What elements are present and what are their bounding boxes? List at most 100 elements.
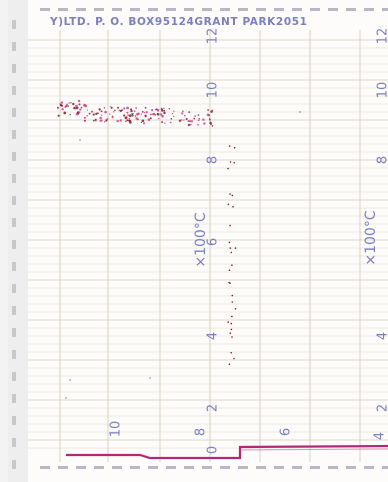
trace-dot [157,109,160,112]
edge-dash [94,8,104,11]
trace-dot [133,113,134,114]
trace-dot [125,121,126,122]
trace-dot [79,103,81,105]
trace-dot [76,107,79,110]
edge-dash [328,8,338,11]
trace-dot [235,308,237,310]
trace-dot [148,118,151,121]
trace-dot [170,122,172,124]
edge-dash [12,130,16,139]
trace-dot [149,377,151,379]
scale-label: 2 [376,404,388,412]
trace-dot [164,122,165,123]
scale-label: 4 [206,332,221,340]
time-label: 8 [194,428,209,436]
trace-dot [99,108,101,110]
edge-dash [256,8,266,11]
trace-dot [230,161,232,163]
trace-dot [198,120,200,122]
trace-dot [230,247,232,249]
trace-dot [232,195,234,197]
trace-dot [194,115,196,117]
trace-dot [110,106,111,107]
edge-dash [184,466,194,469]
scale-label: 8 [376,156,388,164]
chart-paper-scan: Y)LTD. P. O. BOX95124GRANT PARK2051 12 1… [0,0,388,482]
trace-dot [231,316,233,318]
edge-dash [364,8,374,11]
trace-dot [93,113,95,115]
trace-dot [78,100,80,102]
trace-dot [127,115,128,116]
edge-dash [274,466,284,469]
trace-dot [86,115,88,117]
trace-dot [173,111,174,112]
trace-dot [65,397,67,399]
edge-dash [202,466,212,469]
trace-dot [104,111,107,114]
trace-dot [193,118,195,120]
trace-dot [151,109,153,111]
trace-dot [232,301,234,303]
trace-dot [125,117,127,119]
edge-dash [310,8,320,11]
edge-dash [12,42,16,51]
trace-dot [231,264,233,266]
edge-dash [12,20,16,29]
edge-dash [202,8,212,11]
trace-dot [231,329,233,331]
trace-dot [209,119,211,121]
edge-dash [346,466,356,469]
trace-dot [144,112,145,113]
edge-dash [346,8,356,11]
trace-dot [229,145,231,147]
trace-dot [95,120,97,122]
trace-dot [78,111,80,113]
trace-dot [97,113,98,114]
trace-dot [129,114,132,117]
edge-dash [12,152,16,161]
left-margin [8,0,28,482]
trace-dot [228,282,230,284]
edge-dash [274,8,284,11]
trace-dot [188,124,190,126]
trace-dot [128,118,130,120]
trace-dot [59,103,60,104]
edge-dash [382,466,388,469]
scale-label: 10 [206,82,221,99]
scale-label: 12 [206,28,221,45]
edge-dash [292,8,302,11]
trace-dot [81,107,83,109]
unit-label: ×100°C [193,212,209,267]
trace-dot [299,111,301,113]
trace-dot [182,111,183,112]
trace-dot [207,114,210,117]
trace-dot [173,116,175,118]
trace-dot [130,110,132,112]
trace-dot [161,110,163,112]
unit-label: ×100°C [363,210,379,265]
trace-dot [227,168,229,170]
scale-label: 4 [376,332,388,340]
edge-dash [166,8,176,11]
trace-dot [143,122,145,124]
trace-dot [234,147,236,149]
trace-dot [131,114,133,116]
edge-dash [220,466,230,469]
trace-dot [104,121,105,122]
trace-dot [83,104,86,107]
trace-dot [184,115,185,116]
edge-dash [292,466,302,469]
trace-dot [191,120,193,122]
trace-dot [117,120,119,122]
trace-dot [231,252,233,254]
trace-dot [76,113,78,115]
trace-dot [183,119,184,120]
trace-dot [146,111,148,113]
trace-dot [101,111,103,113]
trace-dot [232,206,234,208]
trace-dot [189,120,191,122]
trace-dot [231,323,233,325]
trace-dot [79,139,81,141]
trace-dot [169,108,170,109]
